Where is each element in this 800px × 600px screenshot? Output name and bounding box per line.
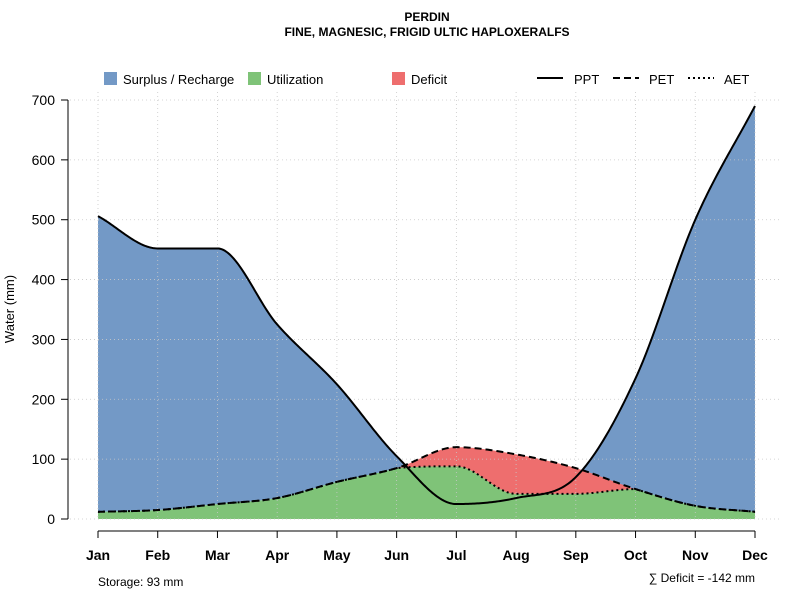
legend: Surplus / Recharge Utilization Deficit P…: [104, 72, 749, 87]
y-tick-label: 300: [32, 331, 56, 347]
surplus-recharge-area: [98, 105, 755, 512]
x-tick-label: Jul: [446, 547, 466, 563]
legend-swatch-utilization: [248, 72, 261, 85]
x-tick-label: Feb: [145, 547, 170, 563]
utilization-area: [98, 466, 755, 519]
x-tick-label: May: [323, 547, 350, 563]
x-tick-label: Sep: [563, 547, 589, 563]
legend-label-surplus: Surplus / Recharge: [123, 72, 234, 87]
y-tick-label: 200: [32, 391, 56, 407]
y-tick-label: 600: [32, 152, 56, 168]
deficit-annotation: ∑ Deficit = -142 mm: [649, 571, 755, 585]
legend-swatch-surplus: [104, 72, 117, 85]
area-fills: [98, 105, 755, 519]
chart-title: PERDIN: [404, 10, 449, 24]
grid-lines: [70, 92, 782, 520]
legend-label-utilization: Utilization: [267, 72, 323, 87]
x-tick-label: Apr: [265, 547, 290, 563]
y-axis-label: Water (mm): [2, 275, 17, 343]
x-tick-label: Nov: [682, 547, 709, 563]
x-tick-label: Jan: [86, 547, 110, 563]
x-tick-label: Oct: [624, 547, 648, 563]
pet-line: [97, 446, 756, 513]
deficit-area: [98, 447, 755, 512]
storage-annotation: Storage: 93 mm: [98, 575, 183, 589]
x-tick-label: Jun: [384, 547, 409, 563]
y-tick-label: 0: [47, 511, 55, 527]
series-lines: [97, 105, 756, 513]
y-tick-label: 500: [32, 212, 56, 228]
x-tick-label: Dec: [742, 547, 768, 563]
axes: 0 100 200 300 400 500 600 700 Jan Feb Mar Apr May Jun…: [32, 92, 768, 563]
legend-label-aet: AET: [724, 72, 749, 87]
x-tick-label: Aug: [502, 547, 529, 563]
x-tick-label: Mar: [205, 547, 230, 563]
legend-swatch-deficit: [392, 72, 405, 85]
legend-label-ppt: PPT: [574, 72, 599, 87]
legend-label-pet: PET: [649, 72, 674, 87]
ppt-line: [97, 105, 756, 506]
y-tick-label: 700: [32, 92, 56, 108]
legend-label-deficit: Deficit: [411, 72, 448, 87]
y-tick-label: 100: [32, 451, 56, 467]
y-tick-label: 400: [32, 272, 56, 288]
chart-subtitle: FINE, MAGNESIC, FRIGID ULTIC HAPLOXERALF…: [284, 25, 569, 39]
